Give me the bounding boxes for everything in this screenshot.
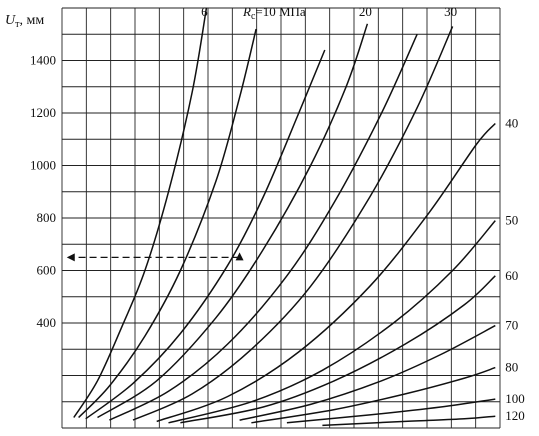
series-line <box>85 49 326 420</box>
series-line <box>156 122 496 423</box>
series-label: 30 <box>444 4 457 19</box>
y-axis-title-unit: , мм <box>20 13 45 28</box>
annotation-arrowhead <box>66 253 75 262</box>
series-label: 60 <box>505 268 518 283</box>
series-line <box>322 415 496 427</box>
y-axis-title: Uт, мм <box>5 13 44 30</box>
series-label: 120 <box>505 408 525 423</box>
series-line <box>239 324 496 421</box>
y-tick-label: 600 <box>37 263 57 278</box>
curves <box>73 7 496 427</box>
y-axis-title-sub: т <box>15 19 20 30</box>
param-label-suffix: =10 МПа <box>255 4 306 19</box>
y-tick-label: 400 <box>37 315 57 330</box>
series-label: 80 <box>505 360 518 375</box>
series-line <box>78 28 257 419</box>
series-line <box>168 220 496 424</box>
param-label-sub: c <box>251 11 256 22</box>
grid <box>61 7 501 429</box>
series-label: 100 <box>505 391 525 406</box>
y-tick-label: 1400 <box>30 53 56 68</box>
series-line <box>109 33 418 421</box>
param-label: Rc=10 МПа <box>242 4 306 22</box>
series-label: 6 <box>201 4 208 19</box>
series-label: 40 <box>505 116 518 131</box>
y-tick-label: 1200 <box>30 105 56 120</box>
series-line <box>97 23 369 419</box>
series-line <box>132 26 454 421</box>
series-line <box>73 7 208 418</box>
series-line <box>180 275 496 424</box>
y-axis-title-main: U <box>5 13 16 28</box>
series-line <box>286 398 496 424</box>
y-tick-label: 1000 <box>30 158 56 173</box>
series-label: 70 <box>505 318 518 333</box>
series-line <box>251 366 496 424</box>
y-tick-label: 800 <box>37 210 57 225</box>
series-label: 20 <box>359 4 372 19</box>
annotation <box>66 252 244 262</box>
param-label-main: R <box>242 4 251 19</box>
labels: 400 600 800 1000 1200 1400 6 20 30 40 50 60 70 80 100 1… <box>30 4 525 423</box>
annotation-triangle-marker <box>235 252 244 261</box>
series-label: 50 <box>505 213 518 228</box>
